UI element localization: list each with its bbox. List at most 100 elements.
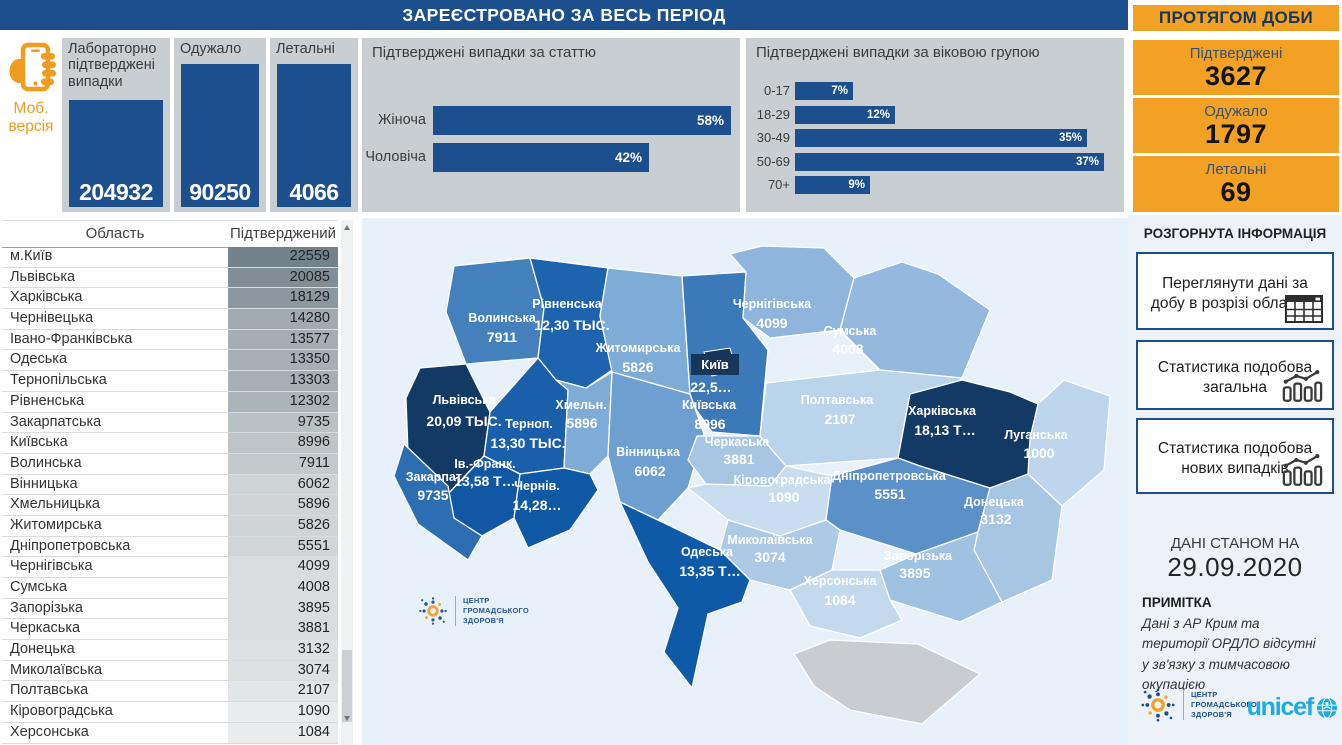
gender-category-label: Жіноча — [378, 112, 426, 128]
confirmed-value-cell: 1090 — [228, 702, 338, 722]
stat-tile-bar[interactable]: 204932 — [69, 100, 163, 207]
confirmed-value-cell: 7911 — [228, 453, 338, 474]
stat-tile-label: Лабораторно підтверджені випадки — [68, 41, 157, 90]
table-row[interactable]: Київська 8996 — [2, 433, 338, 454]
scrollbar-thumb[interactable] — [342, 650, 352, 722]
age-bar-2[interactable]: 35% — [795, 129, 1087, 147]
age-bar-4[interactable]: 9% — [795, 176, 870, 194]
map-region-value: 3132 — [980, 511, 1011, 527]
table-row[interactable]: Кіровоградська 1090 — [2, 702, 338, 723]
map-region-sumska[interactable] — [839, 261, 991, 379]
kyiv-badge[interactable] — [691, 354, 739, 375]
stat-tile-bar[interactable]: 4066 — [277, 64, 351, 207]
map-region-name: Сумська — [824, 324, 878, 338]
table-row[interactable]: Тернопільська 13303 — [2, 371, 338, 392]
map-region-value: 1090 — [768, 489, 799, 505]
table-row[interactable]: Херсонська 1084 — [2, 722, 338, 744]
region-name-cell: Чернігівська — [10, 558, 93, 575]
table-row[interactable]: Житомирська 5826 — [2, 515, 338, 537]
map-region-name: Одеська — [681, 545, 734, 559]
ukraine-map[interactable]: Волинська 7911 Рівненська 12,30 ТЫС. Житомир… — [362, 218, 1128, 745]
table-row[interactable]: Полтавська 2107 — [2, 681, 338, 703]
map-region-name: Хмельн. — [555, 398, 606, 412]
confirmed-value-cell: 5896 — [228, 495, 338, 515]
table-row[interactable]: Чернівецька 14280 — [2, 309, 338, 330]
map-region-vinnytska[interactable] — [607, 371, 705, 521]
view-daily-by-region-button[interactable]: Переглянути дані за добу в розрізі облас… — [1136, 252, 1334, 330]
table-row[interactable]: Львівська 20085 — [2, 267, 338, 289]
map-region-name: Терноп. — [505, 417, 553, 431]
gender-bar-0[interactable]: 58% — [433, 106, 731, 135]
table-scrollbar[interactable] — [341, 220, 353, 745]
table-row[interactable]: Вінницька 6062 — [2, 474, 338, 496]
age-bar-value: 9% — [848, 179, 865, 191]
age-bar-value: 37% — [1075, 155, 1099, 168]
table-row[interactable]: Харківська 18129 — [2, 288, 338, 310]
mobile-version-icon[interactable] — [9, 40, 59, 96]
region-name-cell: Кіровоградська — [10, 703, 113, 720]
map-region-value: 4008 — [832, 341, 863, 357]
map-region-khmelnytska[interactable] — [555, 371, 613, 475]
region-name-cell: Закарпатська — [10, 413, 102, 430]
age-chart-panel: Підтверджені випадки за віковою групою 0… — [746, 38, 1124, 212]
map-region-khersonska[interactable] — [789, 569, 903, 639]
table-row[interactable]: Закарпатська 9735 — [2, 412, 338, 434]
table-row[interactable]: Одеська 13350 — [2, 350, 338, 372]
mobile-version-link[interactable]: Моб. версія — [8, 100, 54, 135]
table-row[interactable]: Івано-Франківська 13577 — [2, 329, 338, 351]
table-row[interactable]: Черкаська 3881 — [2, 619, 338, 641]
age-category-label: 70+ — [767, 177, 790, 192]
table-row[interactable]: Запорізька 3895 — [2, 598, 338, 620]
daily-tile-label: Летальні — [1205, 161, 1267, 178]
scroll-up-icon[interactable] — [343, 225, 350, 230]
age-category-label: 18-29 — [756, 106, 790, 122]
map-region-value: 5826 — [622, 359, 653, 375]
table-row[interactable]: Волинська 7911 — [2, 453, 338, 475]
map-region-odeska[interactable] — [619, 501, 751, 689]
gender-bar-1[interactable]: 42% — [433, 143, 649, 172]
button-label: Статистика подобова загальна — [1157, 359, 1313, 396]
scroll-down-icon[interactable] — [343, 716, 350, 721]
confirmed-value-cell: 1084 — [228, 722, 338, 743]
map-region-zakarpatska[interactable] — [393, 443, 483, 561]
stat-tile-bar[interactable]: 90250 — [181, 64, 259, 207]
daily-tile-label: Підтверджені — [1189, 45, 1283, 62]
footer-logos: ЦЕНТР ГРОМАДСЬКОГО ЗДОРОВ'Я unicef — [1140, 683, 1338, 737]
column-header-region: Область — [85, 225, 145, 242]
age-bar-value: 12% — [866, 108, 890, 121]
region-name-cell: Одеська — [10, 351, 68, 368]
map-region-value: 9735 — [417, 487, 448, 503]
map-region-name: Луганська — [1004, 428, 1068, 442]
age-bar-3[interactable]: 37% — [795, 152, 1104, 171]
age-bar-0[interactable]: 7% — [795, 82, 853, 100]
table-row[interactable]: Миколаївська 3074 — [2, 660, 338, 682]
table-icon — [1285, 295, 1323, 323]
confirmed-value-cell: 13350 — [228, 350, 338, 371]
age-bar-1[interactable]: 12% — [795, 105, 895, 124]
table-row[interactable]: Сумська 4008 — [2, 578, 338, 599]
table-row[interactable]: м.Київ 22559 — [2, 247, 338, 268]
age-bar-value: 35% — [1058, 132, 1082, 144]
map-region-name: Запорізька — [884, 549, 953, 563]
button-label: Переглянути дані за добу в розрізі облас… — [1150, 275, 1320, 312]
map-region-value: 20,09 ТЫС. — [426, 413, 501, 429]
hourly-total-stats-button[interactable]: Статистика подобова загальна — [1136, 340, 1334, 410]
stat-tile-label: Одужало — [180, 41, 242, 57]
confirmed-value-cell: 5826 — [228, 515, 338, 536]
confirmed-value-cell: 9735 — [228, 412, 338, 433]
map-region-value: 2107 — [824, 411, 855, 427]
map-region-luhanska[interactable] — [1027, 379, 1111, 507]
table-row[interactable]: Чернігівська 4099 — [2, 557, 338, 578]
table-row[interactable]: Дніпропетровська 5551 — [2, 536, 338, 558]
table-row[interactable]: Донецька 3132 — [2, 640, 338, 661]
daily-title: ПРОТЯГОМ ДОБИ — [1158, 8, 1314, 27]
hourly-new-cases-stats-button[interactable]: Статистика подобова нових випадків — [1136, 418, 1334, 494]
map-region-krym[interactable] — [793, 639, 981, 725]
table-row[interactable]: Хмельницька 5896 — [2, 495, 338, 516]
table-row[interactable]: Рівненська 12302 — [2, 391, 338, 413]
map-region-chernivetska[interactable] — [513, 467, 599, 549]
confirmed-value-cell: 3074 — [228, 660, 338, 681]
stat-tile-value: 4066 — [289, 179, 339, 206]
daily-tile-confirmed: Підтверджені 3627 — [1133, 40, 1339, 95]
